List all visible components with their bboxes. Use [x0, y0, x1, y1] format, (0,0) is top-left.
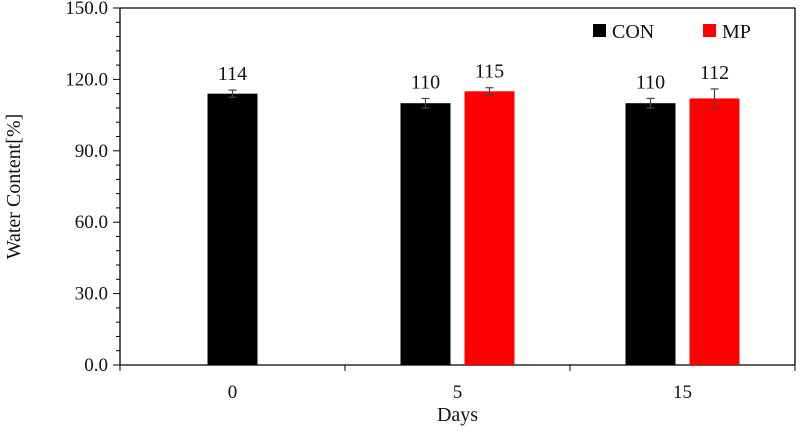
- y-axis-title: Water Content[%]: [3, 114, 25, 260]
- y-tick-label: 120.0: [65, 69, 108, 90]
- legend-swatch-mp: [703, 24, 716, 37]
- y-tick-label: 90.0: [75, 141, 108, 162]
- data-labels: 114 110 115 110 112: [218, 61, 729, 94]
- bar-mp-day-15: [689, 98, 740, 365]
- legend-swatch-con: [593, 24, 606, 37]
- y-tick-label: 150.0: [65, 0, 108, 19]
- x-axis-title: Days: [437, 404, 478, 426]
- y-tick-label: 0.0: [84, 355, 108, 376]
- x-tick-label: 0: [228, 382, 238, 403]
- x-tick-label: 15: [673, 382, 692, 403]
- bar-con-day-0: [207, 93, 258, 366]
- data-label: 110: [636, 71, 665, 93]
- y-tick-label: 60.0: [75, 212, 108, 233]
- legend: CON MP: [593, 21, 751, 43]
- bars: [207, 87, 740, 366]
- data-label: 112: [700, 62, 729, 84]
- bar-con-day-5: [400, 103, 451, 365]
- data-label: 114: [218, 63, 247, 85]
- y-tick-label: 30.0: [75, 284, 108, 305]
- bar-con-day-15: [625, 103, 676, 365]
- x-tick-label: 5: [453, 382, 463, 403]
- legend-label-mp: MP: [722, 21, 751, 43]
- data-label: 110: [411, 71, 440, 93]
- bar-mp-day-5: [464, 91, 515, 366]
- data-label: 115: [475, 61, 504, 83]
- legend-label-con: CON: [612, 21, 654, 43]
